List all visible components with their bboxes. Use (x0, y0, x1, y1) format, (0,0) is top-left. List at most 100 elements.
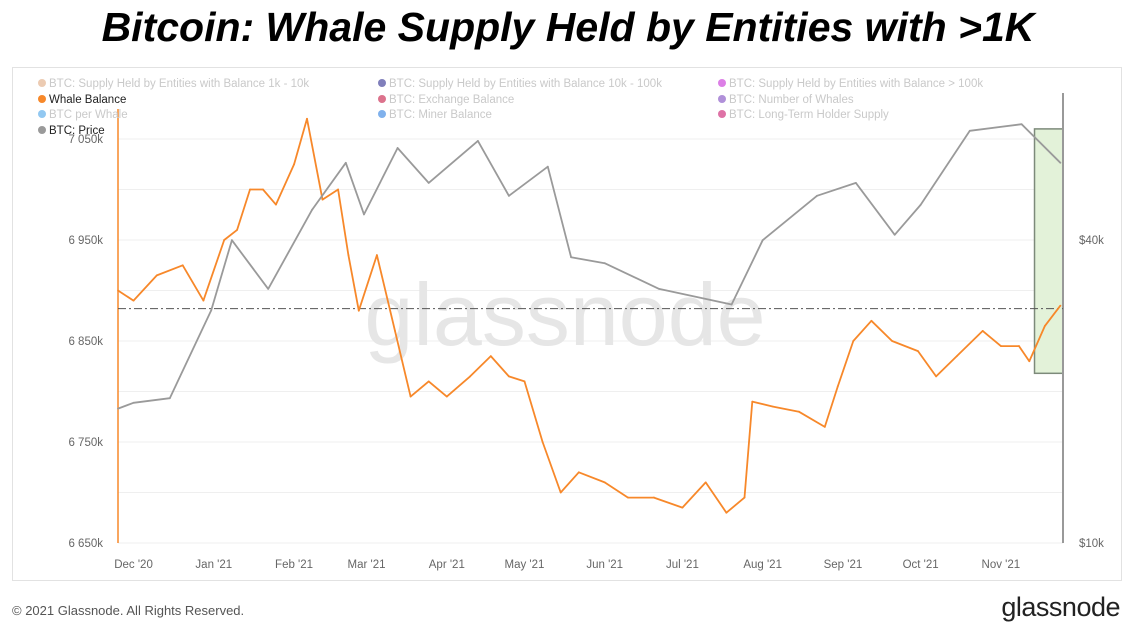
whale-balance-point (935, 375, 938, 378)
whale-balance-point (1018, 345, 1020, 347)
legend-item[interactable]: BTC: Miner Balance (378, 109, 492, 121)
copyright: © 2021 Glassnode. All Rights Reserved. (12, 603, 245, 618)
y-right-tick-label: $40k (1079, 235, 1104, 247)
btc-price-point (396, 147, 399, 149)
whale-balance-point (469, 375, 472, 378)
legend-dot-icon (38, 79, 46, 87)
legend-label: BTC: Number of Whales (729, 93, 854, 106)
legend-dot-icon (378, 94, 386, 103)
legend-item[interactable]: BTC: Supply Held by Entities with Balanc… (378, 78, 662, 90)
legend-dot-icon (718, 110, 726, 118)
btc-price-point (168, 397, 171, 400)
btc-price-point (658, 288, 661, 290)
btc-price-point (570, 256, 572, 259)
whale-balance-point (523, 380, 526, 383)
x-tick-label: Aug '21 (743, 559, 782, 571)
btc-price-point (311, 208, 314, 211)
whale-balance-point (891, 340, 894, 342)
brand-logo: glassnode (1001, 592, 1120, 622)
whale-balance-point (981, 330, 984, 332)
legend-dot-icon (378, 79, 386, 87)
btc-price-point (267, 288, 270, 290)
y-left-tick-label: 6 650k (68, 538, 103, 550)
legend-item[interactable]: BTC: Supply Held by Entities with Balanc… (38, 78, 309, 90)
legend-dot-icon (38, 110, 46, 118)
legend-item[interactable]: BTC: Number of Whales (718, 94, 854, 106)
legend-dot-icon (378, 110, 386, 118)
whale-balance-point (603, 481, 606, 484)
whale-balance-point (132, 299, 135, 302)
whale-balance-point (870, 319, 873, 322)
btc-price-point (117, 407, 119, 410)
btc-price-point (854, 181, 857, 184)
legend-item[interactable]: BTC: Long-Term Holder Supply (718, 109, 889, 121)
btc-price-point (546, 165, 549, 168)
x-tick-label: Sep '21 (824, 559, 863, 571)
legend-item[interactable]: BTC: Exchange Balance (378, 94, 514, 106)
chart-card (12, 67, 1122, 581)
legend-label: BTC: Long-Term Holder Supply (729, 109, 889, 121)
legend-label: BTC: Miner Balance (389, 109, 492, 121)
x-tick-label: Mar '21 (348, 559, 386, 571)
legend-item[interactable]: BTC: Price (38, 125, 105, 137)
whale-balance-point (155, 274, 158, 277)
x-tick-label: Feb '21 (275, 559, 313, 571)
whale-balance-point (117, 289, 119, 292)
whale-balance-point (275, 203, 277, 206)
btc-price-point (132, 401, 135, 404)
legend-dot-icon (718, 79, 726, 87)
btc-price-point (508, 194, 510, 197)
y-left-tick-label: 7 050k (68, 134, 103, 146)
whale-balance-point (751, 400, 754, 403)
chart-title: Bitcoin: Whale Supply Held by Entities w… (101, 4, 1035, 50)
whale-balance-point (427, 380, 430, 383)
legend-dot-icon (38, 125, 46, 134)
whale-balance-point (559, 491, 562, 494)
legend-item[interactable]: Whale Balance (38, 94, 126, 106)
x-tick-label: Jan '21 (195, 559, 232, 571)
legend-item[interactable]: BTC per Whale (38, 109, 128, 121)
whale-balance-point (376, 254, 378, 257)
whale-balance-point (917, 350, 919, 352)
btc-price-point (893, 233, 896, 236)
y-left-tick-label: 6 750k (68, 437, 103, 449)
whale-balance-point (653, 496, 655, 499)
legend-label: BTC: Exchange Balance (389, 93, 515, 106)
legend-label: BTC: Supply Held by Entities with Balanc… (389, 78, 662, 90)
whale-balance-point (836, 385, 839, 388)
whale-balance-point (306, 117, 308, 120)
btc-price-point (816, 194, 818, 197)
whale-balance-point (823, 425, 826, 428)
btc-price-point (968, 129, 971, 132)
btc-price-point (363, 213, 365, 216)
whale-balance-point (1028, 360, 1031, 363)
whale-balance-point (999, 345, 1002, 347)
whale-balance-point (955, 355, 958, 358)
btc-price-point (1059, 161, 1062, 164)
whale-balance-point (249, 188, 251, 191)
btc-price-point (603, 262, 606, 265)
btc-price-point (919, 204, 922, 206)
whale-balance-point (357, 309, 360, 312)
whale-balance-point (321, 198, 324, 201)
whale-balance-point (262, 188, 264, 191)
whale-balance-point (772, 405, 774, 408)
whale-balance-point (852, 340, 855, 342)
watermark: glassnode (364, 265, 765, 364)
whale-balance-point (489, 355, 492, 358)
btc-price-point (1020, 123, 1023, 126)
legend-dot-icon (38, 94, 46, 103)
legend-item[interactable]: BTC: Supply Held by Entities with Balanc… (718, 78, 983, 90)
x-tick-label: Dec '20 (114, 559, 153, 571)
whale-balance-point (394, 330, 396, 332)
whale-balance-point (577, 471, 580, 474)
btc-price-point (231, 239, 233, 242)
x-tick-label: Jul '21 (666, 559, 699, 571)
whale-balance-point (627, 496, 629, 499)
x-tick-label: Jun '21 (586, 559, 623, 571)
whale-balance-point (541, 441, 544, 443)
y-left-tick-label: 6 950k (68, 235, 103, 247)
legend-label: BTC: Supply Held by Entities with Balanc… (729, 78, 984, 90)
whale-balance-point (445, 395, 448, 398)
